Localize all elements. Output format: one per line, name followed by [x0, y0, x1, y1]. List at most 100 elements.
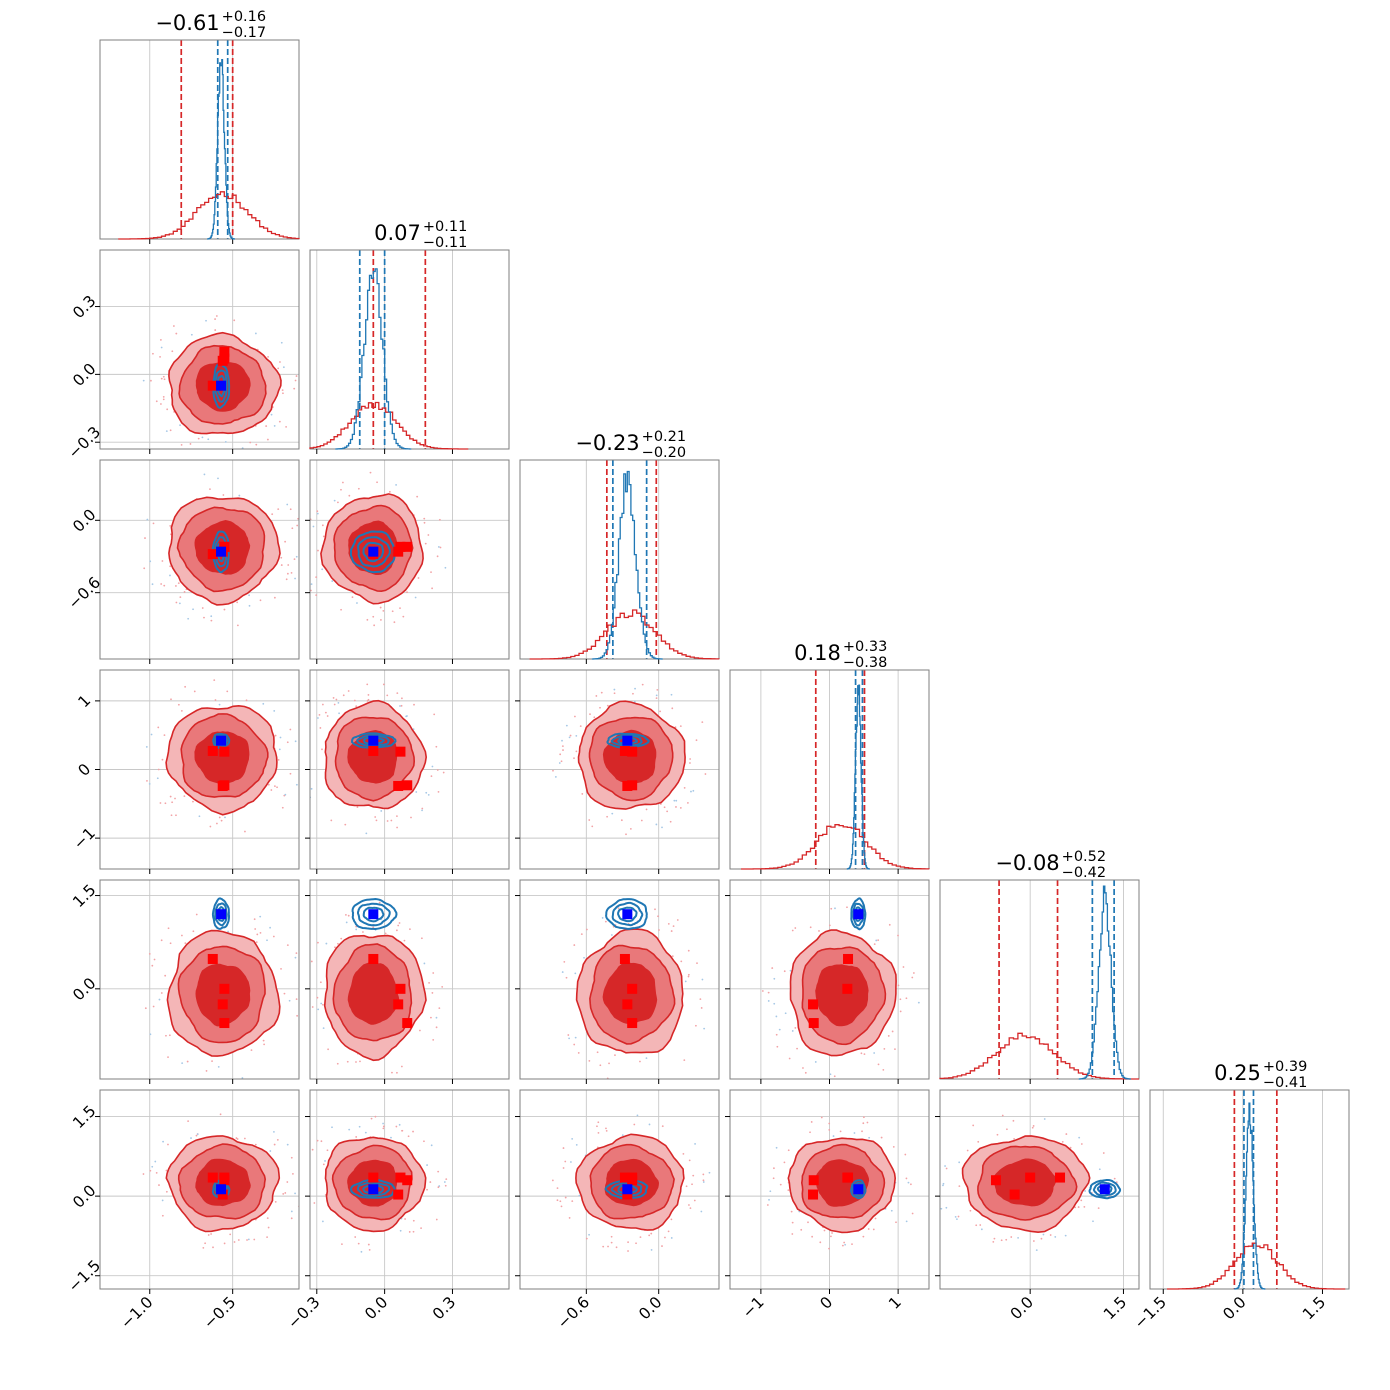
sample-point: [560, 1205, 563, 1208]
sample-point: [1013, 1138, 1015, 1140]
sample-point: [563, 960, 566, 963]
x-tick-label: 1: [885, 1293, 905, 1313]
posterior-contour-1: [610, 734, 643, 747]
sample-point: [169, 525, 172, 527]
sample-point: [423, 1140, 425, 1143]
sample-point: [700, 1210, 703, 1213]
sample-point: [1040, 1237, 1043, 1240]
sample-point: [682, 1152, 685, 1155]
sample-point: [669, 820, 672, 823]
sample-point: [761, 990, 764, 992]
sample-point: [790, 1210, 793, 1213]
reference-marker: [219, 346, 230, 357]
sample-point: [285, 578, 288, 581]
sample-point: [802, 1067, 804, 1069]
sample-point: [773, 977, 776, 980]
sample-point: [393, 621, 396, 624]
sample-point: [306, 740, 308, 742]
prior-histogram: [939, 1032, 1139, 1080]
sample-point: [375, 819, 378, 822]
sample-point: [687, 802, 689, 804]
posterior-histogram: [591, 470, 663, 660]
panel-frame: [939, 879, 1140, 1080]
truth-marker: [368, 735, 379, 746]
sample-point: [169, 795, 172, 798]
sample-point: [589, 713, 591, 716]
sample-point: [396, 826, 398, 829]
sample-point: [830, 1235, 832, 1238]
sample-point: [212, 1246, 214, 1249]
sample-point: [166, 408, 169, 411]
sample-point: [895, 1221, 897, 1224]
sample-point: [401, 697, 403, 700]
sample-point: [427, 793, 430, 796]
sample-point: [280, 967, 282, 970]
prior-histogram: [309, 401, 469, 450]
sample-point: [373, 624, 376, 627]
marginal-title-upper: +0.21: [642, 429, 686, 445]
sample-point: [656, 688, 659, 691]
sample-point: [980, 1228, 983, 1231]
marginal-panel-3: 0.18 +0.33−0.38: [729, 639, 930, 874]
sample-point: [396, 815, 398, 818]
y-tick-label: 1: [75, 691, 95, 711]
reference-marker: [219, 1018, 230, 1029]
x-tick-label: 0: [817, 1293, 837, 1313]
prior-contour-inner: [815, 964, 869, 1027]
sample-point: [315, 594, 318, 597]
sample-point: [156, 777, 159, 780]
sample-point: [390, 819, 393, 822]
panel-frame: [99, 459, 300, 660]
sample-point: [699, 998, 702, 1001]
sample-point: [279, 736, 282, 739]
sample-point: [899, 1010, 902, 1013]
sample-point: [236, 624, 239, 627]
panel-content: [100, 880, 299, 1079]
posterior-contour-0: [211, 897, 230, 930]
sample-point: [218, 816, 221, 819]
sample-point: [267, 783, 270, 786]
reference-marker: [393, 780, 404, 791]
sample-point: [425, 791, 428, 794]
sample-point: [1042, 1233, 1045, 1236]
sample-point: [233, 1241, 236, 1243]
posterior-contour-0: [351, 897, 398, 931]
sample-point: [992, 1240, 995, 1243]
sample-point: [235, 1137, 238, 1139]
sample-point: [270, 789, 273, 791]
sample-point: [171, 801, 174, 804]
sample-point: [321, 524, 324, 527]
sample-point: [236, 601, 239, 604]
sample-point: [614, 1054, 616, 1057]
y-tick-label: −1: [70, 824, 99, 853]
sample-point: [270, 413, 273, 416]
sample-point: [196, 1133, 199, 1136]
sample-point: [573, 1043, 576, 1046]
sample-point: [912, 972, 915, 974]
sample-point: [213, 679, 216, 681]
sample-point: [181, 1062, 184, 1065]
sample-point: [783, 1161, 786, 1164]
marginal-title: −0.61: [155, 11, 219, 35]
sample-point: [877, 1063, 880, 1066]
sample-point: [412, 728, 415, 730]
sample-point: [195, 1134, 198, 1137]
sample-point: [384, 932, 387, 935]
sample-point: [403, 939, 406, 942]
y-tick-label: 0.0: [69, 506, 99, 536]
sample-point: [224, 440, 227, 443]
sample-point: [241, 1077, 244, 1079]
sample-point: [395, 929, 398, 932]
sample-point: [227, 930, 229, 933]
sample-point: [281, 389, 284, 392]
sample-point: [183, 591, 186, 593]
x-tick-label: 1.5: [1299, 1293, 1329, 1323]
sample-point: [319, 981, 322, 984]
sample-point: [226, 690, 229, 693]
sample-point: [568, 1217, 571, 1219]
sample-point: [634, 687, 636, 690]
sample-point: [667, 1230, 670, 1233]
sample-point: [767, 991, 770, 994]
sample-point: [238, 494, 241, 497]
sample-point: [160, 377, 163, 380]
